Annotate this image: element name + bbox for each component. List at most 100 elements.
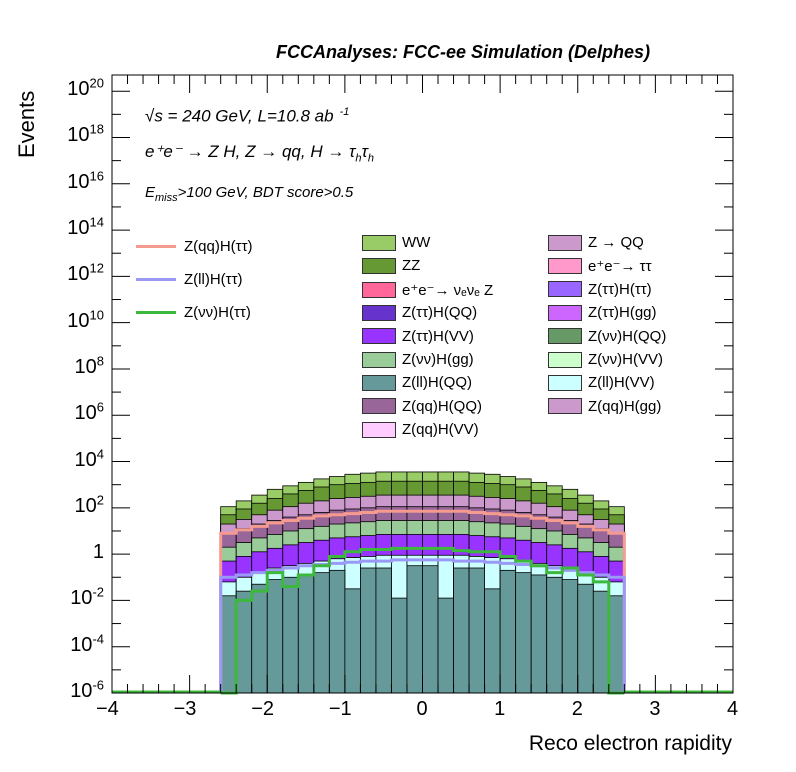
legend-fill-entry: Z(qq)H(VV) <box>362 421 479 438</box>
y-tick-label: 10-6 <box>70 677 104 702</box>
hist-bin-zllhqq-16 <box>468 567 486 694</box>
legend-fill-label: Z(ll)H(QQ) <box>402 374 472 392</box>
legend-fill-entry: Z(ττ)H(VV) <box>362 328 474 345</box>
legend-line-swatch <box>136 245 176 248</box>
y-tick-label: 1012 <box>67 260 104 286</box>
y-tick-label: 10-2 <box>70 584 104 610</box>
legend-fill-entry: e⁺e⁻→ νₑνₑ Z <box>362 281 493 299</box>
legend-line-label: Z(ll)H(ττ) <box>184 271 243 288</box>
legend-fill-swatch <box>548 351 582 368</box>
legend-line-entry: Z(ll)H(ττ) <box>136 271 243 288</box>
hist-bin-zllhqq-12 <box>406 565 423 694</box>
x-tick-label: 0 <box>416 698 428 720</box>
legend-fill-swatch <box>362 351 396 368</box>
y-tick-label: 1016 <box>67 168 104 193</box>
legend-fill-swatch <box>362 234 396 251</box>
hist-bin-zllhqq-13 <box>422 565 439 694</box>
legend-fill-entry: Z(ττ)H(ττ) <box>548 281 652 298</box>
hist-bin-zllhqq-5 <box>297 574 315 694</box>
legend-fill-label: Z(νν)H(gg) <box>402 351 474 368</box>
hist-bin-zllhqq-23 <box>577 583 594 694</box>
x-tick-label: 1 <box>494 698 506 720</box>
hist-bin-zllhqq-9 <box>359 567 377 694</box>
annotation-cuts: Emiss>100 GeV, BDT score>0.5 <box>145 184 354 204</box>
legend-fill-label: Z → QQ <box>588 234 644 251</box>
y-tick-label: 1010 <box>67 307 104 332</box>
legend-fill-swatch <box>548 281 582 298</box>
hist-bin-zllhqq-4 <box>282 576 299 694</box>
legend-fill-entry: ZZ <box>362 257 420 274</box>
legend-fill-entry: Z(νν)H(VV) <box>548 351 663 368</box>
hist-bin-zllhqq-11 <box>391 597 408 694</box>
legend-line-swatch <box>136 311 176 314</box>
legend-fill-entry: e⁺e⁻→ ττ <box>548 257 652 275</box>
legend-line-label: Z(νν)H(ττ) <box>184 304 251 321</box>
legend-fill-swatch <box>548 304 582 321</box>
x-tick-label: −2 <box>251 698 275 720</box>
legend-fill-label: WW <box>402 234 431 251</box>
y-tick-label: 1014 <box>67 214 104 240</box>
legend-fill-swatch <box>362 281 396 298</box>
y-tick-label: 1020 <box>67 75 104 101</box>
legend-fill-entry: Z(qq)H(QQ) <box>362 398 482 415</box>
hist-bin-zllhqq-20 <box>530 574 548 694</box>
legend-fill-swatch <box>362 398 396 415</box>
x-tick-label: −4 <box>96 698 119 720</box>
legend-fill-label: Z(ll)H(VV) <box>588 374 655 392</box>
legend-fill-swatch <box>362 257 396 274</box>
legend-line-swatch <box>136 278 176 281</box>
hist-bin-zllhqq-6 <box>313 572 330 694</box>
hist-bin-zllhqq-15 <box>453 567 470 694</box>
hist-bin-zllhqq-14 <box>437 597 454 694</box>
legend-fill-swatch <box>548 328 582 345</box>
hist-bin-zllhqq-25 <box>608 595 625 694</box>
hist-bin-zllhqq-24 <box>592 590 610 694</box>
y-tick-label: 1 <box>92 541 104 564</box>
legend-fill-entry: Z(ll)H(VV) <box>548 374 655 391</box>
legend-fill-entry: Z(ll)H(QQ) <box>362 374 472 391</box>
y-tick-label: 106 <box>74 399 104 425</box>
legend-line-entry: Z(qq)H(ττ) <box>136 238 253 255</box>
legend-fill-swatch <box>548 398 582 415</box>
hist-bin-zllhqq-21 <box>546 576 563 694</box>
hist-bin-zllhqq-8 <box>344 588 361 694</box>
legend-fill-swatch <box>548 374 582 391</box>
legend-line-entry: Z(νν)H(ττ) <box>136 304 251 321</box>
legend-fill-entry: Z(νν)H(gg) <box>362 351 474 368</box>
y-tick-label: 10-4 <box>70 631 104 656</box>
hist-bin-zllhqq-18 <box>499 569 517 694</box>
x-tick-label: 2 <box>571 698 583 720</box>
legend-fill-swatch <box>548 258 582 275</box>
legend-fill-entry: Z(ττ)H(gg) <box>548 304 657 321</box>
x-tick-label: 4 <box>727 698 739 720</box>
legend-fill-label: Z(qq)H(VV) <box>402 421 479 439</box>
hist-bin-zllhqq-17 <box>484 588 501 694</box>
legend-fill-entry: Z → QQ <box>548 234 644 251</box>
legend-fill-label: e⁺e⁻→ νₑνₑ Z <box>402 281 494 299</box>
legend-fill-label: Z(qq)H(QQ) <box>402 397 482 415</box>
legend-fill-entry: Z(νν)H(QQ) <box>548 328 666 345</box>
y-tick-label: 102 <box>74 492 104 517</box>
y-tick-label: 104 <box>74 445 104 471</box>
legend-fill-label: Z(qq)H(gg) <box>588 397 662 415</box>
annotation-energy-lumi: √s = 240 GeV, L=10.8 ab -1 <box>145 106 350 126</box>
legend-fill-label: ZZ <box>402 257 421 275</box>
x-tick-label: −3 <box>173 698 197 720</box>
hist-bin-zllhqq-1 <box>235 590 253 694</box>
legend-fill-entry: Z(qq)H(gg) <box>548 398 661 415</box>
y-axis-label: Events <box>14 90 39 158</box>
hist-bin-zllhqq-10 <box>375 567 392 694</box>
legend-fill-swatch <box>362 374 396 391</box>
y-tick-label: 1018 <box>67 121 104 147</box>
legend-fill-entry: Z(ττ)H(QQ) <box>362 304 477 321</box>
legend-fill-label: Z(νν)H(VV) <box>588 351 663 368</box>
legend-fill-label: Z(νν)H(QQ) <box>588 327 667 345</box>
legend-fill-label: e⁺e⁻→ ττ <box>588 258 652 276</box>
line-hist-zh <box>220 546 625 695</box>
hist-bin-zllhqq-0 <box>220 595 237 694</box>
legend-line-label: Z(qq)H(ττ) <box>184 238 253 255</box>
legend-fill-label: Z(ττ)H(ττ) <box>588 280 652 298</box>
legend-fill-swatch <box>362 328 396 345</box>
legend-fill-entry: WW <box>362 234 430 251</box>
